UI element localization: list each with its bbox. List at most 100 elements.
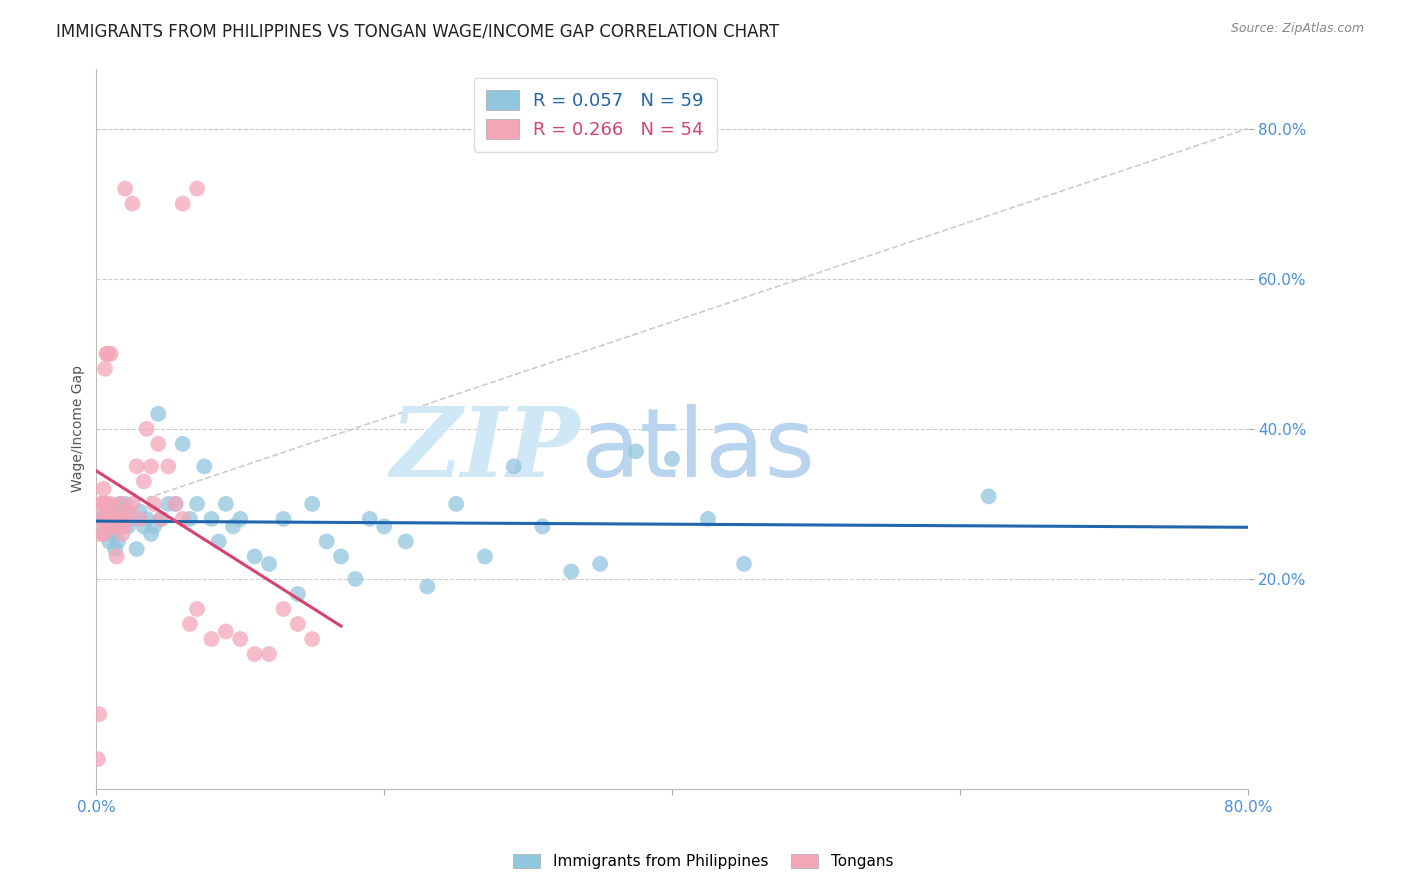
Point bbox=[287, 587, 309, 601]
Point bbox=[89, 527, 111, 541]
Point bbox=[107, 512, 129, 526]
Point bbox=[624, 444, 647, 458]
Point bbox=[222, 519, 245, 533]
Point bbox=[243, 549, 266, 564]
Point bbox=[100, 519, 122, 533]
Point bbox=[208, 534, 231, 549]
Point bbox=[87, 752, 110, 766]
Point bbox=[132, 475, 155, 489]
Point bbox=[186, 497, 208, 511]
Point bbox=[172, 437, 194, 451]
Point bbox=[273, 512, 295, 526]
Point bbox=[157, 497, 180, 511]
Point bbox=[157, 459, 180, 474]
Point bbox=[661, 451, 683, 466]
Point bbox=[111, 527, 134, 541]
Text: IMMIGRANTS FROM PHILIPPINES VS TONGAN WAGE/INCOME GAP CORRELATION CHART: IMMIGRANTS FROM PHILIPPINES VS TONGAN WA… bbox=[56, 22, 779, 40]
Point bbox=[395, 534, 418, 549]
Point bbox=[121, 196, 143, 211]
Point bbox=[257, 647, 280, 661]
Point bbox=[117, 519, 139, 533]
Point bbox=[165, 497, 187, 511]
Point bbox=[315, 534, 337, 549]
Point bbox=[229, 632, 252, 646]
Point bbox=[94, 361, 117, 376]
Point bbox=[117, 504, 139, 518]
Point bbox=[560, 565, 582, 579]
Point bbox=[139, 527, 162, 541]
Point bbox=[107, 534, 129, 549]
Legend: R = 0.057   N = 59, R = 0.266   N = 54: R = 0.057 N = 59, R = 0.266 N = 54 bbox=[474, 78, 717, 152]
Point bbox=[148, 407, 170, 421]
Point bbox=[114, 512, 136, 526]
Point bbox=[589, 557, 612, 571]
Point bbox=[142, 519, 165, 533]
Point bbox=[94, 512, 117, 526]
Point bbox=[135, 422, 157, 436]
Point bbox=[111, 504, 134, 518]
Point bbox=[186, 602, 208, 616]
Point bbox=[93, 482, 115, 496]
Point bbox=[114, 181, 136, 195]
Point bbox=[121, 512, 143, 526]
Point bbox=[114, 497, 136, 511]
Point bbox=[273, 602, 295, 616]
Point bbox=[90, 512, 112, 526]
Point bbox=[193, 459, 215, 474]
Point bbox=[89, 707, 111, 722]
Point bbox=[93, 527, 115, 541]
Point bbox=[373, 519, 395, 533]
Point bbox=[165, 497, 187, 511]
Point bbox=[215, 497, 238, 511]
Point bbox=[103, 527, 125, 541]
Point bbox=[531, 519, 554, 533]
Point bbox=[148, 437, 170, 451]
Point bbox=[502, 459, 524, 474]
Point bbox=[110, 497, 132, 511]
Point bbox=[105, 512, 128, 526]
Point bbox=[257, 557, 280, 571]
Point bbox=[98, 534, 121, 549]
Text: Source: ZipAtlas.com: Source: ZipAtlas.com bbox=[1230, 22, 1364, 36]
Point bbox=[112, 519, 135, 533]
Point bbox=[98, 504, 121, 518]
Point bbox=[344, 572, 367, 586]
Point bbox=[125, 541, 148, 556]
Point bbox=[330, 549, 353, 564]
Text: ZIP: ZIP bbox=[391, 403, 579, 498]
Point bbox=[135, 512, 157, 526]
Point bbox=[121, 497, 143, 511]
Point bbox=[108, 497, 131, 511]
Point bbox=[125, 459, 148, 474]
Point bbox=[150, 512, 173, 526]
Point bbox=[97, 512, 120, 526]
Point bbox=[977, 489, 1000, 503]
Point bbox=[100, 497, 122, 511]
Point bbox=[186, 181, 208, 195]
Point bbox=[93, 527, 115, 541]
Point bbox=[733, 557, 755, 571]
Point bbox=[697, 512, 720, 526]
Point bbox=[287, 617, 309, 632]
Legend: Immigrants from Philippines, Tongans: Immigrants from Philippines, Tongans bbox=[506, 847, 900, 875]
Point bbox=[97, 504, 120, 518]
Point bbox=[142, 497, 165, 511]
Point bbox=[301, 497, 323, 511]
Point bbox=[139, 459, 162, 474]
Point bbox=[179, 512, 201, 526]
Point bbox=[215, 624, 238, 639]
Point bbox=[110, 519, 132, 533]
Point bbox=[90, 497, 112, 511]
Point bbox=[301, 632, 323, 646]
Point bbox=[359, 512, 381, 526]
Point bbox=[96, 497, 118, 511]
Y-axis label: Wage/Income Gap: Wage/Income Gap bbox=[72, 366, 86, 492]
Point bbox=[96, 347, 118, 361]
Point bbox=[243, 647, 266, 661]
Point bbox=[416, 579, 439, 593]
Point bbox=[474, 549, 496, 564]
Point bbox=[108, 519, 131, 533]
Point bbox=[229, 512, 252, 526]
Point bbox=[104, 541, 127, 556]
Point bbox=[101, 519, 124, 533]
